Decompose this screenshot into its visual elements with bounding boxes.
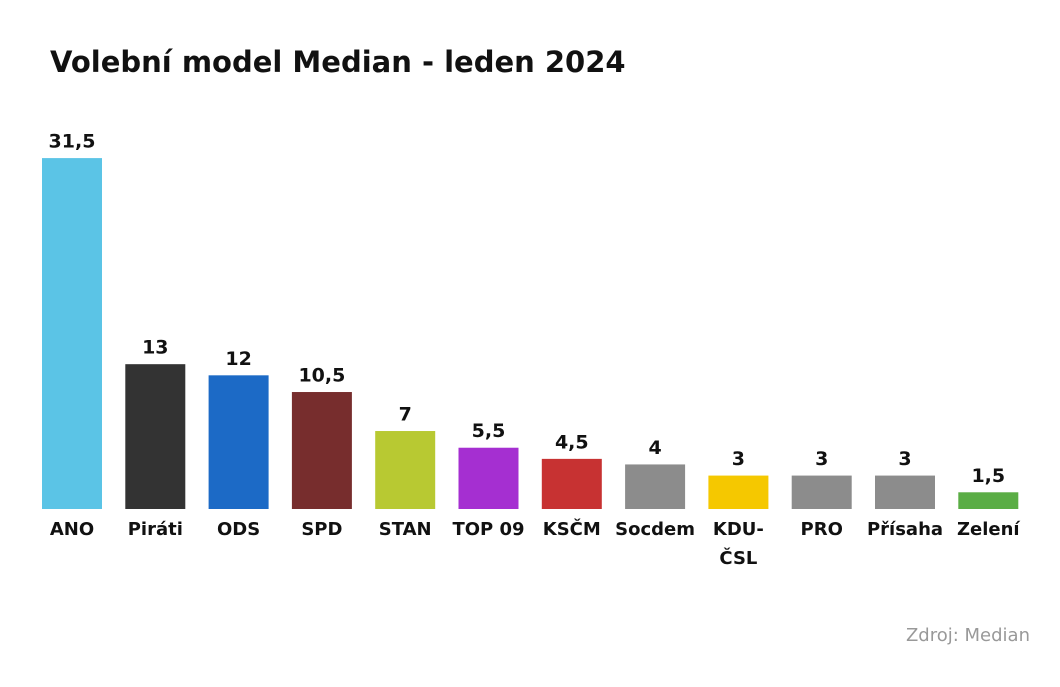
bar <box>42 158 102 509</box>
x-tick-label: ODS <box>217 519 260 540</box>
bar <box>708 475 769 509</box>
value-label: 10,5 <box>298 365 345 387</box>
value-label: 3 <box>815 448 828 470</box>
value-label: 1,5 <box>971 465 1005 487</box>
x-tick-label: Socdem <box>615 519 695 540</box>
x-tick-label: Přísaha <box>867 519 943 540</box>
x-tick-label: KDU-ČSL <box>713 519 764 569</box>
bar <box>125 364 186 509</box>
x-tick-label: Piráti <box>128 519 183 540</box>
x-tick-label: PRO <box>801 519 843 540</box>
value-label: 4 <box>648 437 661 459</box>
value-label: 4,5 <box>555 431 589 453</box>
bar <box>958 492 1019 509</box>
value-label: 3 <box>732 448 745 470</box>
value-label: 7 <box>399 404 412 426</box>
bar <box>458 447 519 509</box>
source: Zdroj: Median <box>906 625 1030 646</box>
value-label: 3 <box>898 448 911 470</box>
x-tick-label: ANO <box>50 519 94 540</box>
bar <box>791 475 852 509</box>
bar <box>375 431 436 509</box>
value-label: 12 <box>225 348 251 370</box>
chart-title: Volební model Median - leden 2024 <box>50 45 626 79</box>
x-tick-label: KSČM <box>543 518 601 540</box>
x-tick-label: TOP 09 <box>452 519 524 540</box>
value-label: 31,5 <box>49 131 96 153</box>
bar <box>291 392 352 509</box>
x-tick-label: Zelení <box>957 519 1020 540</box>
bar <box>875 475 935 509</box>
bar <box>208 375 269 509</box>
x-tick-label: STAN <box>379 519 432 540</box>
x-tick-label: SPD <box>301 519 342 540</box>
bar <box>625 464 686 509</box>
value-label: 5,5 <box>472 420 506 442</box>
bar <box>541 458 602 509</box>
value-label: 13 <box>142 337 168 359</box>
